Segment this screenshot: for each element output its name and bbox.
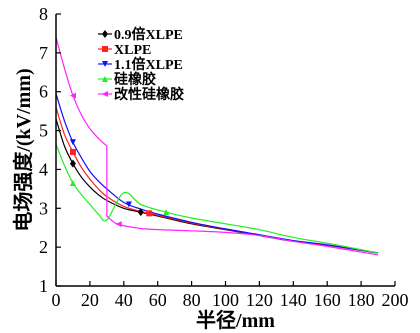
legend-swatch-marker-1: [102, 46, 108, 52]
y-tick-label: 7: [39, 43, 48, 63]
ticks: 0 20 40 60 80 100 120 140 160 180 200 1 2 3 4 5 6 7 8: [39, 4, 409, 310]
x-tick-label: 180: [348, 290, 375, 310]
legend-label-4: 改性硅橡胶: [114, 86, 184, 103]
legend-swatch-marker-0: [102, 30, 108, 38]
y-tick-label: 4: [39, 159, 48, 179]
y-tick-label: 6: [39, 82, 48, 102]
series-marker-2-0: [69, 139, 76, 146]
legend-label-3: 硅橡胶: [114, 71, 156, 88]
x-tick-label: 80: [183, 290, 201, 310]
x-tick-label: 120: [246, 290, 273, 310]
y-tick-label: 3: [39, 198, 48, 218]
legend-label-0: 0.9倍XLPE: [114, 26, 183, 43]
markers: [69, 92, 170, 228]
y-axis-title: 电场强度/(kV/mm): [11, 68, 35, 231]
series-marker-1-0: [69, 148, 76, 155]
x-tick-label: 160: [314, 290, 341, 310]
series-line-1: [55, 107, 379, 254]
series-marker-4-1: [115, 221, 122, 228]
y-tick-label: 1: [39, 276, 48, 296]
series-line-2: [55, 93, 379, 254]
legend-label-1: XLPE: [114, 43, 151, 58]
legend-swatch-marker-3: [102, 76, 108, 82]
legend-label-2: 1.1倍XLPE: [114, 56, 183, 73]
series-marker-0-1: [137, 208, 144, 217]
series-marker-0-0: [69, 159, 76, 168]
x-tick-label: 100: [212, 290, 239, 310]
x-axis-title: 半径/mm: [196, 308, 275, 332]
x-tick-label: 0: [52, 290, 61, 310]
x-tick-label: 40: [115, 290, 133, 310]
series-marker-1-1: [146, 210, 153, 217]
plot-lines: [55, 37, 379, 256]
x-tick-label: 140: [280, 290, 307, 310]
x-tick-label: 200: [382, 290, 409, 310]
series-line-4: [55, 37, 379, 256]
y-tick-label: 2: [39, 237, 48, 257]
series-marker-3-1: [163, 209, 170, 216]
y-tick-label: 5: [39, 121, 48, 141]
legend-swatch-marker-4: [102, 91, 108, 97]
series-marker-3-0: [69, 180, 76, 187]
y-tick-label: 8: [39, 4, 48, 24]
series-marker-2-1: [125, 201, 132, 208]
x-tick-label: 60: [149, 290, 167, 310]
series-marker-4-0: [69, 92, 76, 99]
x-tick-label: 20: [81, 290, 99, 310]
series-line-3: [55, 143, 379, 254]
legend-swatch-marker-2: [102, 61, 108, 67]
